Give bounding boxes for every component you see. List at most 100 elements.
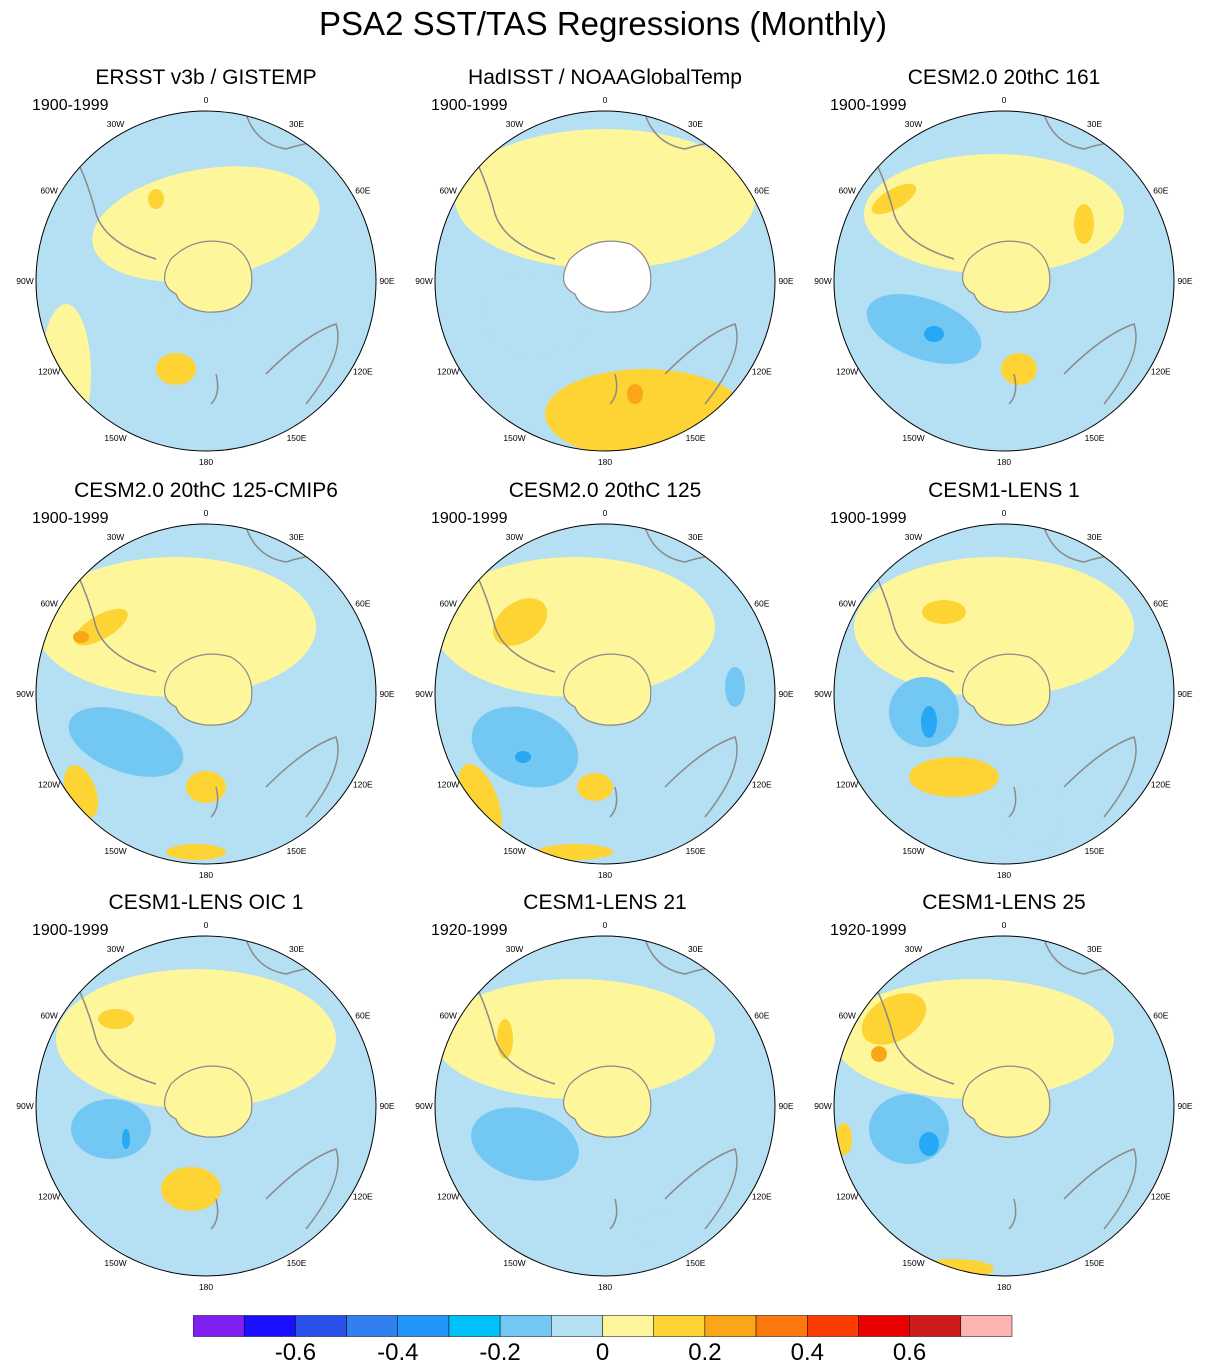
panel-years: 1900-1999 bbox=[32, 922, 109, 939]
longitude-label: 180 bbox=[199, 870, 213, 880]
map-boundary bbox=[434, 523, 776, 865]
longitude-label: 90W bbox=[415, 689, 432, 699]
longitude-label: 90W bbox=[415, 276, 432, 286]
longitude-label: 150W bbox=[902, 846, 924, 856]
panel-title: CESM2.0 20thC 125-CMIP6 bbox=[74, 479, 338, 502]
anomaly-region bbox=[866, 294, 982, 364]
antarctica-outline bbox=[164, 1065, 253, 1138]
longitude-label: 120E bbox=[1151, 367, 1171, 377]
panel-title: CESM2.0 20thC 161 bbox=[907, 66, 1101, 89]
colorbar-swatch bbox=[704, 1315, 757, 1337]
longitude-label: 180 bbox=[997, 1282, 1011, 1292]
longitude-label: 30E bbox=[688, 532, 703, 542]
longitude-label: 150W bbox=[104, 1258, 126, 1268]
longitude-label: 120W bbox=[836, 780, 858, 790]
longitude-label: 150E bbox=[686, 846, 706, 856]
longitude-label: 180 bbox=[598, 1282, 612, 1292]
map-boundary bbox=[833, 523, 1175, 865]
longitude-label: 120E bbox=[752, 367, 772, 377]
longitude-label: 60W bbox=[40, 1011, 57, 1021]
anomaly-region bbox=[871, 1046, 887, 1062]
colorbar-swatch bbox=[551, 1315, 603, 1337]
coastline bbox=[1063, 1148, 1137, 1230]
anomaly-region bbox=[909, 757, 999, 797]
longitude-label: 120W bbox=[836, 1192, 858, 1202]
colorbar-swatch bbox=[448, 1315, 501, 1337]
anomaly-region bbox=[515, 751, 531, 763]
longitude-label: 0 bbox=[603, 508, 608, 518]
longitude-label: 30W bbox=[506, 532, 523, 542]
anomaly-region bbox=[455, 129, 755, 269]
polar-map: 0 30E 60E 90E 120E 150E 180 150W 120W 90W 60W 30W bbox=[16, 920, 395, 1292]
longitude-label: 30W bbox=[107, 944, 124, 954]
polar-map: 0 30E 60E 90E 120E 150E 180 150W 120W 90W 60W 30W bbox=[814, 920, 1193, 1292]
map-panel: CESM1-LENS OIC 1 1900-1999 0 30E 60E 90E 120E 1… bbox=[6, 889, 406, 1299]
map-boundary bbox=[833, 110, 1175, 452]
longitude-label: 150W bbox=[104, 846, 126, 856]
longitude-label: 30E bbox=[1087, 532, 1102, 542]
anomaly-region bbox=[836, 1123, 852, 1155]
colorbar-swatch bbox=[755, 1315, 808, 1337]
colorbar-tick-label: 0.6 bbox=[892, 1339, 927, 1366]
longitude-label: 60W bbox=[439, 599, 456, 609]
longitude-label: 150E bbox=[1085, 433, 1105, 443]
colorbar-swatch bbox=[346, 1315, 398, 1337]
longitude-label: 30E bbox=[1087, 944, 1102, 954]
longitude-label: 90W bbox=[16, 1101, 33, 1111]
longitude-label: 180 bbox=[598, 870, 612, 880]
longitude-label: 150E bbox=[287, 1258, 307, 1268]
panel-title: HadISST / NOAAGlobalTemp bbox=[468, 66, 742, 89]
longitude-label: 0 bbox=[204, 920, 209, 930]
polar-map: 0 30E 60E 90E 120E 150E 180 150W 120W 90W 60W 30W bbox=[16, 95, 395, 467]
longitude-label: 60W bbox=[838, 599, 855, 609]
longitude-label: 60E bbox=[754, 186, 769, 196]
longitude-label: 120E bbox=[1151, 780, 1171, 790]
antarctica-outline bbox=[962, 653, 1051, 726]
longitude-label: 60E bbox=[1153, 186, 1168, 196]
longitude-label: 120E bbox=[752, 780, 772, 790]
longitude-label: 120W bbox=[836, 367, 858, 377]
panel-title: CESM1-LENS OIC 1 bbox=[108, 891, 304, 914]
longitude-label: 60E bbox=[355, 1011, 370, 1021]
longitude-label: 30W bbox=[107, 532, 124, 542]
longitude-label: 60W bbox=[439, 186, 456, 196]
map-panel: ERSST v3b / GISTEMP 1900-1999 0 30E 60E 90E 12… bbox=[6, 64, 406, 474]
coastline bbox=[210, 786, 219, 818]
longitude-label: 180 bbox=[199, 1282, 213, 1292]
panel-title: CESM1-LENS 21 bbox=[523, 891, 687, 914]
colorbar-tick-label: 0 bbox=[595, 1339, 610, 1366]
antarctica-outline bbox=[962, 240, 1051, 313]
longitude-label: 180 bbox=[997, 457, 1011, 467]
longitude-label: 150E bbox=[686, 433, 706, 443]
longitude-label: 90W bbox=[16, 276, 33, 286]
map-boundary bbox=[833, 935, 1175, 1277]
longitude-label: 150W bbox=[104, 433, 126, 443]
longitude-label: 0 bbox=[204, 95, 209, 105]
longitude-label: 150W bbox=[503, 846, 525, 856]
coastline bbox=[609, 1198, 618, 1230]
longitude-label: 120W bbox=[437, 780, 459, 790]
coastline bbox=[609, 786, 618, 818]
anomaly-region bbox=[73, 631, 89, 643]
map-panel: CESM2.0 20thC 125-CMIP6 1900-1999 0 30E 60E 9… bbox=[6, 477, 406, 887]
coastline bbox=[265, 1148, 339, 1230]
polar-map: 0 30E 60E 90E 120E 150E 180 150W 120W 90W 60W 30W bbox=[16, 508, 395, 880]
map-boundary bbox=[35, 935, 377, 1277]
anomaly-region bbox=[635, 1209, 735, 1249]
anomaly-region bbox=[869, 1094, 949, 1164]
anomaly-region bbox=[924, 326, 944, 342]
longitude-label: 0 bbox=[1002, 508, 1007, 518]
map-panel: CESM1-LENS 21 1920-1999 0 30E 60E 90E 120E 150E… bbox=[405, 889, 805, 1299]
antarctica-outline bbox=[962, 1065, 1051, 1138]
polar-map: 0 30E 60E 90E 120E 150E 180 150W 120W 90W 60W 30W bbox=[814, 95, 1193, 467]
longitude-label: 60W bbox=[838, 1011, 855, 1021]
longitude-label: 60E bbox=[754, 1011, 769, 1021]
longitude-label: 0 bbox=[1002, 920, 1007, 930]
antarctica-outline bbox=[563, 240, 652, 313]
antarctica-outline bbox=[563, 1065, 652, 1138]
longitude-label: 150E bbox=[686, 1258, 706, 1268]
anomaly-region bbox=[537, 844, 613, 860]
colorbar-swatch bbox=[858, 1315, 910, 1337]
anomaly-region bbox=[166, 844, 226, 860]
longitude-label: 150W bbox=[902, 433, 924, 443]
